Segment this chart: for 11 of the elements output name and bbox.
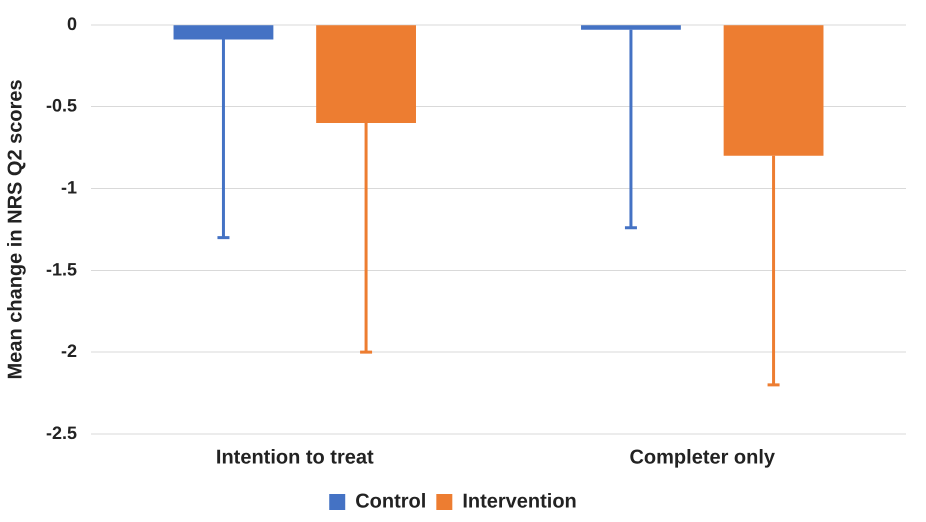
y-tick-label: 0 [67, 14, 78, 34]
x-tick-label: Intention to treat [216, 446, 374, 469]
legend-label: Control [355, 490, 426, 513]
y-axis-title: Mean change in NRS Q2 scores [4, 79, 27, 380]
y-tick-label: -1.5 [46, 259, 78, 280]
y-tick-label: -2.5 [46, 422, 78, 443]
x-tick-label: Completer only [629, 446, 776, 469]
y-tick-label: -1 [61, 177, 78, 198]
legend-label: Intervention [462, 490, 577, 513]
y-tick-label: -0.5 [46, 96, 78, 116]
y-tick-label: -2 [61, 341, 78, 362]
